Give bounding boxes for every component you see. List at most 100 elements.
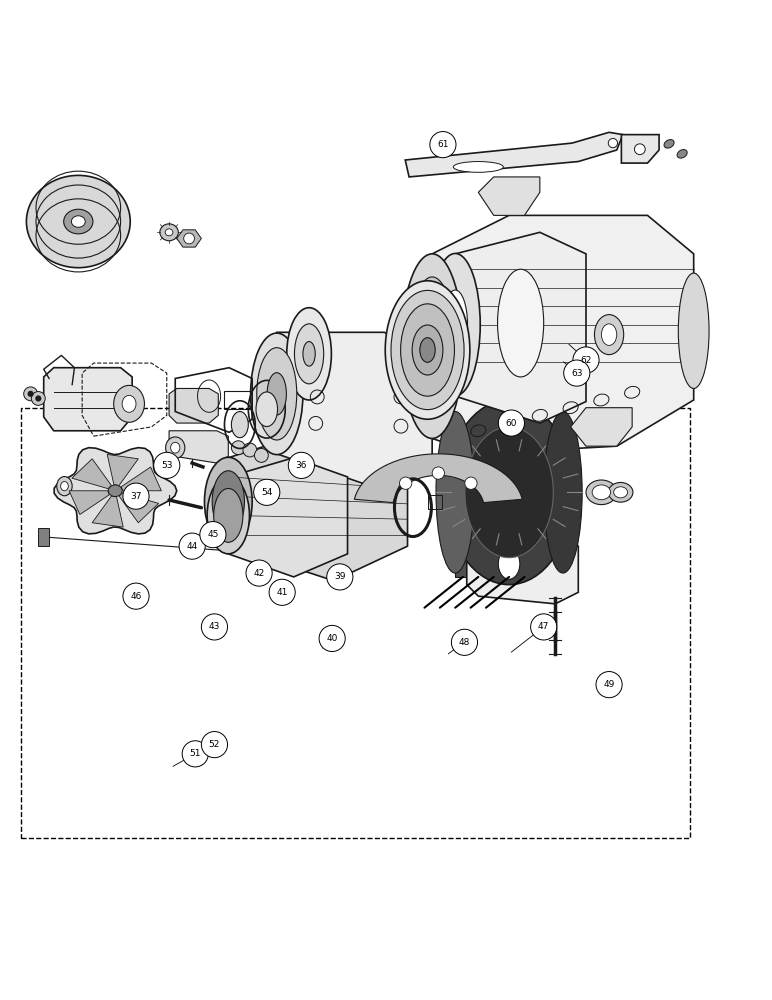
Ellipse shape	[171, 442, 180, 453]
Polygon shape	[354, 454, 523, 503]
Ellipse shape	[679, 273, 709, 388]
Circle shape	[319, 625, 345, 652]
Ellipse shape	[409, 277, 455, 415]
Ellipse shape	[303, 342, 315, 366]
Ellipse shape	[385, 281, 470, 419]
Text: 36: 36	[296, 461, 307, 470]
Circle shape	[269, 579, 295, 605]
Ellipse shape	[57, 477, 72, 496]
Ellipse shape	[465, 427, 554, 558]
Ellipse shape	[635, 144, 645, 155]
Polygon shape	[69, 491, 110, 515]
Circle shape	[201, 732, 228, 758]
Text: 40: 40	[327, 634, 338, 643]
Ellipse shape	[160, 224, 178, 241]
Text: 52: 52	[208, 740, 220, 749]
Ellipse shape	[71, 216, 85, 227]
Circle shape	[154, 452, 180, 478]
Circle shape	[24, 387, 38, 401]
Circle shape	[32, 392, 46, 405]
Text: 37: 37	[130, 492, 142, 501]
Polygon shape	[121, 467, 161, 491]
Circle shape	[179, 533, 205, 559]
Polygon shape	[169, 388, 218, 423]
Circle shape	[28, 391, 34, 397]
Ellipse shape	[26, 175, 130, 268]
Text: 43: 43	[208, 622, 220, 631]
Text: 49: 49	[604, 680, 615, 689]
Ellipse shape	[257, 348, 296, 440]
Circle shape	[123, 583, 149, 609]
Polygon shape	[92, 496, 124, 527]
Ellipse shape	[594, 315, 624, 355]
Circle shape	[246, 560, 273, 586]
Ellipse shape	[294, 324, 323, 384]
Circle shape	[498, 410, 524, 436]
Circle shape	[432, 467, 445, 479]
Circle shape	[400, 477, 411, 489]
Polygon shape	[432, 215, 694, 454]
Circle shape	[327, 564, 353, 590]
Ellipse shape	[498, 548, 520, 579]
Ellipse shape	[445, 400, 573, 585]
Circle shape	[243, 443, 257, 457]
Ellipse shape	[251, 333, 303, 455]
Text: 61: 61	[437, 140, 449, 149]
Polygon shape	[571, 408, 632, 446]
Text: 46: 46	[130, 592, 142, 601]
Ellipse shape	[586, 480, 617, 505]
Circle shape	[232, 441, 245, 455]
Text: 39: 39	[334, 572, 346, 581]
Ellipse shape	[608, 138, 618, 148]
Ellipse shape	[286, 308, 331, 400]
Text: 63: 63	[571, 369, 583, 378]
Text: 42: 42	[253, 569, 265, 578]
Ellipse shape	[166, 437, 185, 458]
Circle shape	[430, 132, 456, 158]
Ellipse shape	[122, 395, 136, 412]
Text: 48: 48	[459, 638, 470, 647]
Text: 45: 45	[207, 530, 218, 539]
Polygon shape	[169, 431, 229, 463]
Circle shape	[596, 672, 622, 698]
Circle shape	[465, 477, 477, 489]
Text: 54: 54	[261, 488, 273, 497]
Polygon shape	[229, 458, 347, 577]
Text: 62: 62	[581, 356, 591, 365]
Ellipse shape	[608, 482, 633, 502]
Polygon shape	[467, 535, 578, 604]
Polygon shape	[455, 232, 586, 423]
Bar	[428, 495, 442, 509]
Ellipse shape	[432, 339, 451, 361]
Ellipse shape	[207, 477, 249, 554]
Ellipse shape	[212, 471, 245, 532]
Ellipse shape	[436, 412, 475, 573]
Ellipse shape	[232, 412, 249, 438]
Ellipse shape	[64, 209, 93, 234]
Polygon shape	[72, 459, 111, 489]
Polygon shape	[405, 132, 623, 177]
Text: 41: 41	[276, 588, 288, 597]
Ellipse shape	[165, 229, 173, 236]
Ellipse shape	[401, 304, 455, 396]
Ellipse shape	[108, 485, 122, 497]
Polygon shape	[54, 448, 177, 534]
Polygon shape	[229, 425, 408, 581]
Ellipse shape	[592, 485, 611, 500]
Ellipse shape	[437, 345, 446, 355]
Ellipse shape	[601, 324, 617, 345]
Ellipse shape	[401, 254, 463, 438]
Ellipse shape	[614, 487, 628, 498]
Text: 53: 53	[161, 461, 172, 470]
Ellipse shape	[430, 253, 480, 396]
Polygon shape	[455, 408, 563, 577]
Circle shape	[201, 614, 228, 640]
Circle shape	[530, 614, 557, 640]
Polygon shape	[107, 454, 138, 485]
Polygon shape	[621, 135, 659, 163]
Text: 60: 60	[506, 419, 517, 428]
Text: 47: 47	[538, 622, 550, 631]
Circle shape	[255, 448, 269, 462]
Bar	[21, 408, 690, 838]
Polygon shape	[44, 368, 132, 431]
